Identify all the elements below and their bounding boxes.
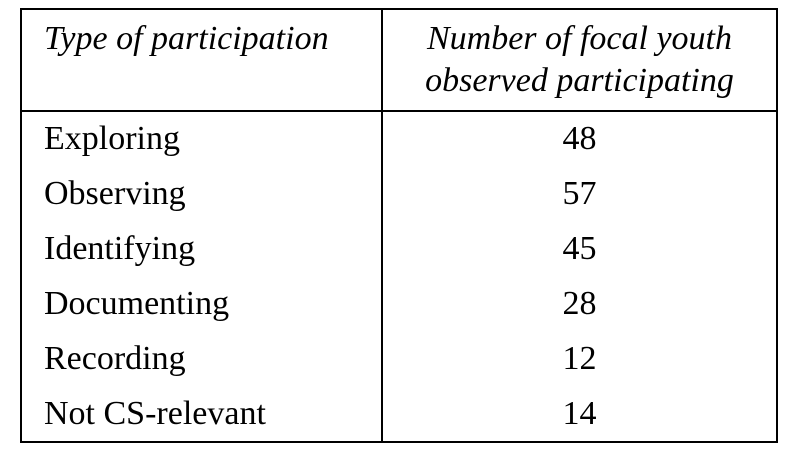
row-value: 48 bbox=[562, 120, 597, 157]
row-value: 57 bbox=[562, 175, 597, 212]
row-label: Not CS-relevant bbox=[44, 395, 266, 432]
header-cell: Type of participation bbox=[44, 20, 329, 57]
row-label: Exploring bbox=[44, 120, 180, 157]
header-cell: Number of focal youth bbox=[426, 20, 733, 57]
row-value: 28 bbox=[562, 285, 597, 322]
row-value: 14 bbox=[562, 395, 597, 432]
row-label: Identifying bbox=[44, 230, 196, 267]
header-divider bbox=[22, 110, 776, 112]
row-label: Recording bbox=[44, 340, 186, 377]
header-cell: observed participating bbox=[425, 62, 734, 99]
row-value: 12 bbox=[562, 340, 597, 377]
row-label: Documenting bbox=[44, 285, 230, 322]
row-label: Observing bbox=[44, 175, 186, 212]
column-divider bbox=[381, 10, 383, 441]
table: Type of participation Number of focal yo… bbox=[20, 8, 778, 443]
row-value: 45 bbox=[562, 230, 597, 267]
